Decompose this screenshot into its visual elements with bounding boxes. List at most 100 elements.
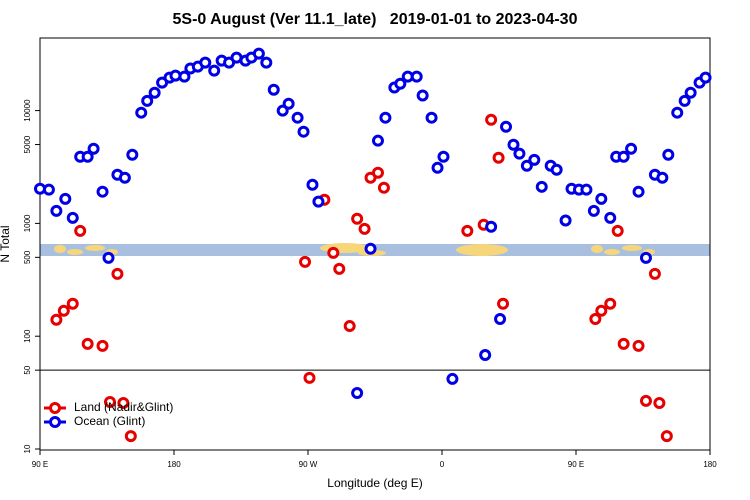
point <box>291 111 304 124</box>
x-tick-label: 90 W <box>299 460 318 469</box>
point <box>42 183 55 196</box>
point <box>87 142 100 155</box>
point <box>559 214 572 227</box>
point <box>66 211 79 224</box>
point <box>550 163 563 176</box>
point <box>148 86 161 99</box>
point <box>500 120 513 133</box>
point <box>260 56 273 69</box>
point <box>327 246 340 259</box>
point <box>199 56 212 69</box>
point <box>604 297 617 310</box>
legend-marker <box>49 416 61 428</box>
point <box>528 153 541 166</box>
x-tick-label: 90 E <box>568 460 584 469</box>
point <box>117 396 130 409</box>
point <box>497 297 510 310</box>
point <box>306 178 319 191</box>
point <box>410 70 423 83</box>
point <box>632 185 645 198</box>
point <box>377 181 390 194</box>
point <box>358 222 371 235</box>
point <box>102 251 115 264</box>
point <box>81 337 94 350</box>
point <box>671 106 684 119</box>
point <box>492 151 505 164</box>
point <box>648 267 661 280</box>
point <box>660 430 673 443</box>
point <box>625 142 638 155</box>
point <box>379 111 392 124</box>
point <box>103 396 116 409</box>
point <box>437 150 450 163</box>
y-tick-label: 5000 <box>23 135 32 153</box>
x-tick-label: 0 <box>440 460 445 469</box>
x-tick-label: 180 <box>167 460 181 469</box>
point <box>57 304 70 317</box>
point <box>74 224 87 237</box>
point <box>50 204 63 217</box>
point <box>507 138 520 151</box>
point <box>333 262 346 275</box>
point <box>50 313 63 326</box>
point <box>364 242 377 255</box>
point <box>678 94 691 107</box>
point <box>178 70 191 83</box>
point <box>299 255 312 268</box>
point <box>208 64 221 77</box>
point <box>124 430 137 443</box>
point <box>141 94 154 107</box>
legend-label: Ocean (Glint) <box>74 414 145 428</box>
chart-title: 5S-0 August (Ver 11.1_late) 2019-01-01 t… <box>173 11 578 28</box>
point <box>252 47 265 60</box>
point <box>416 89 429 102</box>
point <box>135 106 148 119</box>
point <box>520 159 533 172</box>
point <box>126 148 139 161</box>
point <box>351 386 364 399</box>
y-tick-label: 10000 <box>23 99 32 122</box>
point <box>684 86 697 99</box>
point <box>371 134 384 147</box>
point <box>446 372 459 385</box>
point <box>656 171 669 184</box>
point <box>371 166 384 179</box>
point <box>639 394 652 407</box>
point <box>639 251 652 264</box>
point <box>425 111 438 124</box>
point <box>351 212 364 225</box>
point <box>312 195 325 208</box>
point <box>617 337 630 350</box>
point <box>485 220 498 233</box>
x-axis-label: Longitude (deg E) <box>327 476 422 490</box>
y-tick-label: 50 <box>23 365 32 374</box>
point <box>59 192 72 205</box>
x-tick-label: 180 <box>703 460 717 469</box>
point <box>587 204 600 217</box>
point <box>282 97 295 110</box>
point <box>494 313 507 326</box>
y-axis-label: N Total <box>0 225 12 262</box>
point <box>96 339 109 352</box>
plot-frame <box>39 37 711 451</box>
point <box>111 267 124 280</box>
point <box>303 371 316 384</box>
point <box>699 71 712 84</box>
point <box>297 125 310 138</box>
point <box>595 192 608 205</box>
point <box>653 396 666 409</box>
y-tick-label: 10 <box>23 444 32 453</box>
point <box>604 211 617 224</box>
y-tick-label: 100 <box>23 329 32 343</box>
point <box>81 150 94 163</box>
point <box>66 297 79 310</box>
point <box>617 150 630 163</box>
point <box>479 348 492 361</box>
point <box>589 313 602 326</box>
point <box>96 185 109 198</box>
point <box>461 224 474 237</box>
point <box>485 113 498 126</box>
point <box>267 83 280 96</box>
y-tick-label: 500 <box>23 250 32 264</box>
